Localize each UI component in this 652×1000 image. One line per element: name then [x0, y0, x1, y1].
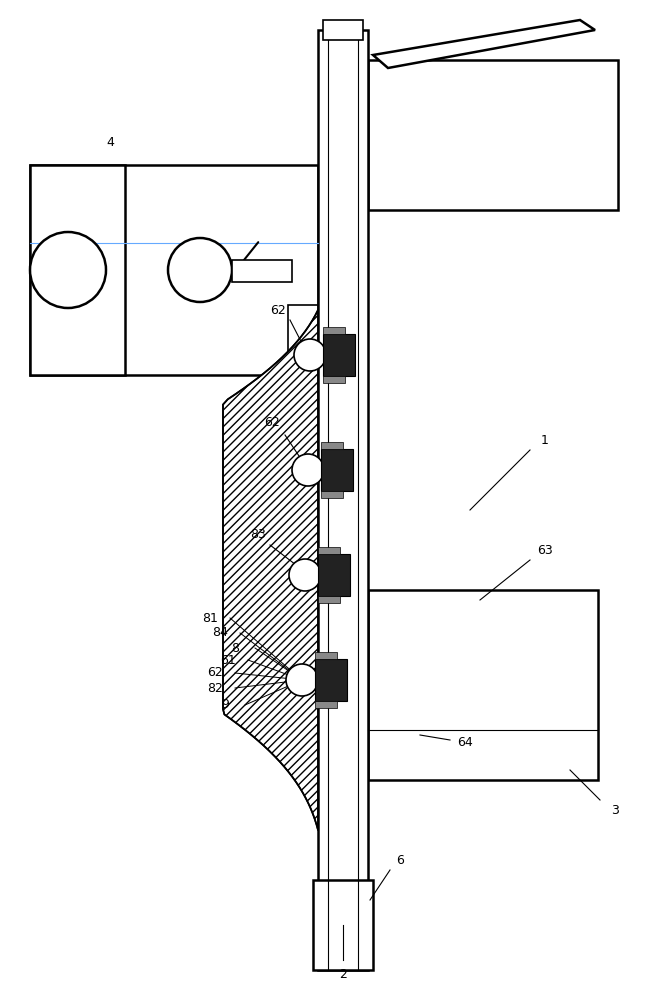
Bar: [368, 60, 618, 210]
Text: 63: 63: [537, 544, 553, 556]
Bar: [323, 327, 345, 334]
Bar: [321, 491, 343, 498]
Text: 64: 64: [457, 736, 473, 748]
Text: 82: 82: [207, 682, 223, 694]
Bar: [368, 590, 598, 780]
Bar: [318, 547, 340, 554]
Text: 62: 62: [264, 416, 280, 430]
Bar: [323, 20, 363, 40]
Bar: [318, 554, 350, 596]
Circle shape: [30, 232, 106, 308]
Text: 9: 9: [221, 698, 229, 712]
Polygon shape: [373, 20, 595, 68]
Bar: [30, 165, 125, 375]
Text: 83: 83: [250, 528, 266, 542]
Text: 8: 8: [231, 642, 239, 654]
Bar: [318, 596, 340, 603]
Circle shape: [168, 238, 232, 302]
Bar: [288, 305, 318, 375]
Text: 84: 84: [212, 626, 228, 640]
Bar: [313, 880, 373, 970]
Text: 4: 4: [106, 136, 114, 149]
Text: 6: 6: [396, 854, 404, 866]
Polygon shape: [223, 310, 318, 830]
Circle shape: [286, 664, 318, 696]
Text: 62: 62: [207, 666, 223, 680]
Bar: [323, 376, 345, 383]
Text: 2: 2: [339, 968, 347, 982]
Bar: [315, 701, 337, 708]
Bar: [318, 30, 368, 970]
Bar: [321, 442, 343, 449]
Bar: [321, 449, 353, 491]
Circle shape: [292, 454, 324, 486]
Circle shape: [294, 339, 326, 371]
Circle shape: [289, 559, 321, 591]
Text: 62: 62: [270, 304, 286, 316]
Text: 61: 61: [220, 654, 236, 666]
Bar: [323, 334, 355, 376]
Bar: [30, 165, 318, 375]
Bar: [232, 260, 292, 282]
Text: 81: 81: [202, 611, 218, 624]
Text: 3: 3: [611, 804, 619, 816]
Text: 1: 1: [541, 434, 549, 446]
Bar: [315, 659, 347, 701]
Bar: [315, 652, 337, 659]
